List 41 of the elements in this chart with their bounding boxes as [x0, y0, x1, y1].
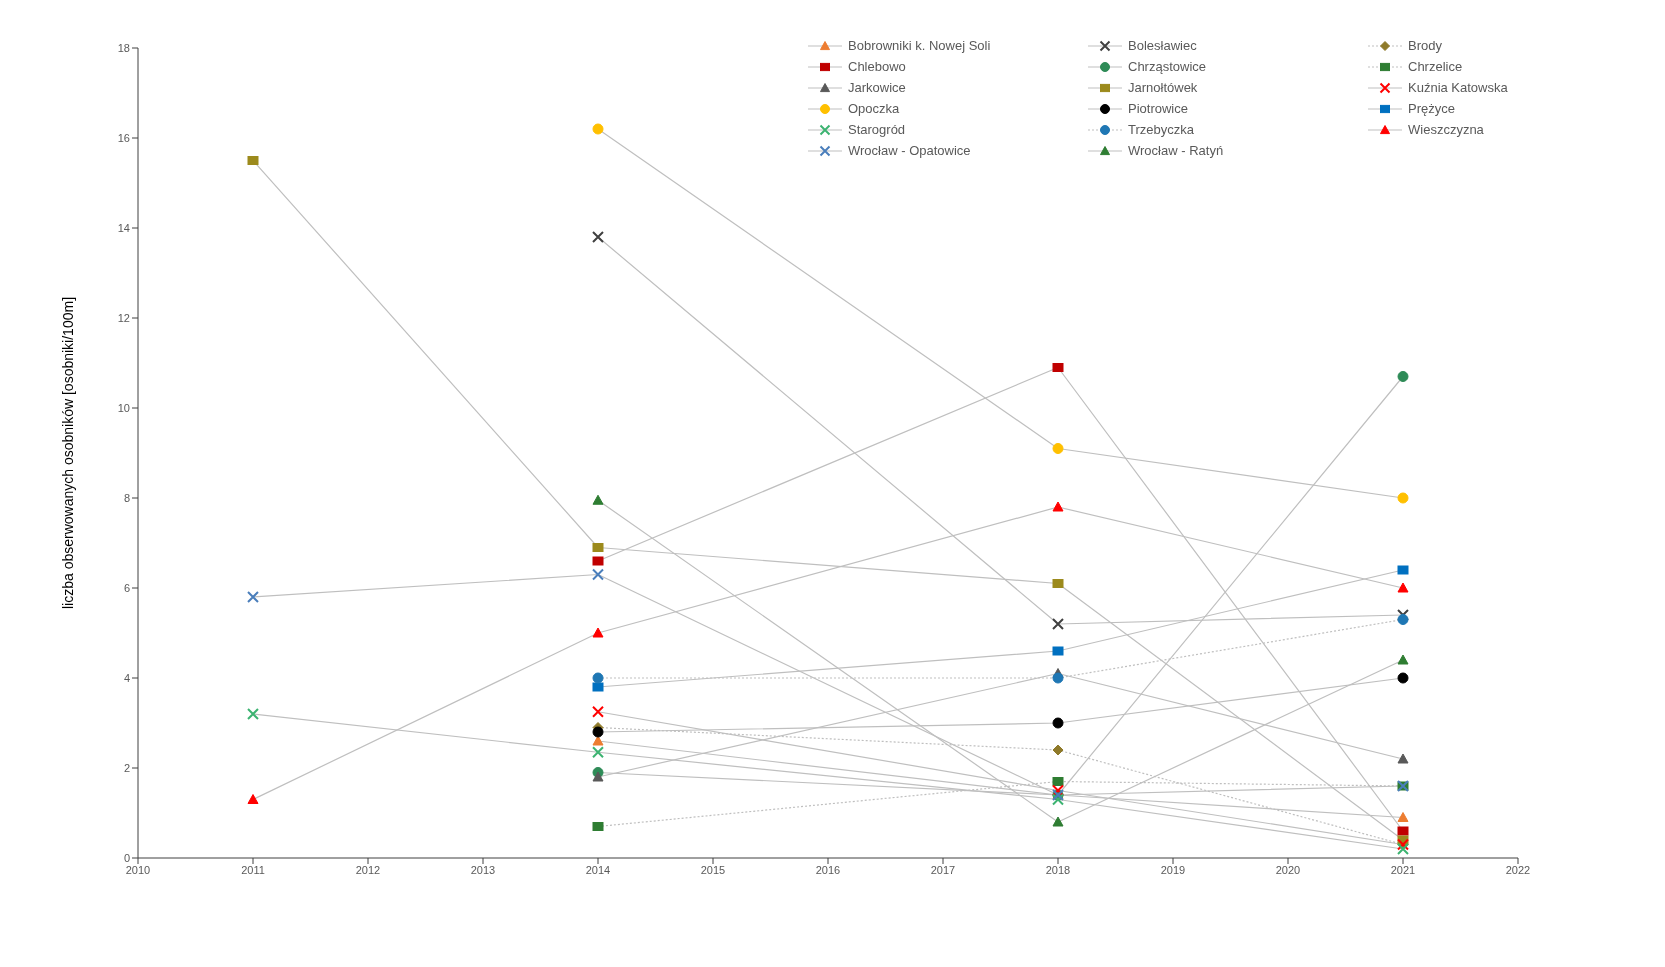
legend-label: Piotrowice: [1128, 101, 1188, 116]
legend-label: Kuźnia Katowska: [1408, 80, 1508, 95]
x-tick-label: 2012: [355, 863, 381, 876]
x-tick-label: 2017: [930, 863, 956, 876]
x-tick-label: 2021: [1390, 863, 1416, 876]
x-tick-label: 2016: [815, 863, 841, 876]
y-axis-title: liczba obserwowanych osobników [osobniki/100m]: [59, 296, 76, 610]
legend-label: Trzebyczka: [1128, 122, 1194, 137]
y-tick-label: 14: [117, 221, 130, 234]
y-tick-label: 0: [123, 851, 130, 864]
x-tick-label: 2019: [1160, 863, 1186, 876]
legend-label: Chrzelice: [1408, 59, 1463, 74]
legend-label: Bolesławiec: [1128, 38, 1197, 53]
legend-label: Wrocław - Ratyń: [1128, 143, 1224, 158]
x-tick-label: 2015: [700, 863, 726, 876]
y-tick-label: 6: [123, 581, 130, 594]
x-tick-label: 2011: [241, 863, 265, 876]
legend-label: Starogród: [848, 122, 906, 137]
x-tick-label: 2020: [1275, 863, 1301, 876]
y-tick-label: 18: [117, 41, 130, 54]
x-tick-label: 2013: [470, 863, 496, 876]
x-tick-label: 2014: [585, 863, 611, 876]
y-tick-label: 4: [123, 671, 130, 684]
legend-label: Chlebowo: [848, 59, 906, 74]
legend-label: Jarnołtówek: [1128, 80, 1198, 95]
y-tick-label: 10: [117, 401, 130, 414]
legend-label: Chrząstowice: [1128, 59, 1207, 74]
x-tick-label: 2022: [1505, 863, 1531, 876]
legend-label: Brody: [1408, 38, 1442, 53]
legend-label: Opoczka: [848, 101, 900, 116]
legend-label: Bobrowniki k. Nowej Soli: [848, 38, 991, 53]
legend-label: Wieszczyzna: [1408, 122, 1484, 137]
legend-label: Prężyce: [1408, 101, 1455, 116]
legend-label: Wrocław - Opatowice: [848, 143, 971, 158]
legend-label: Jarkowice: [848, 80, 906, 95]
y-tick-label: 8: [123, 491, 130, 504]
x-tick-label: 2010: [125, 863, 151, 876]
y-tick-label: 16: [117, 131, 130, 144]
x-tick-label: 2018: [1045, 863, 1071, 876]
y-tick-label: 2: [123, 761, 130, 774]
y-tick-label: 12: [117, 311, 130, 324]
